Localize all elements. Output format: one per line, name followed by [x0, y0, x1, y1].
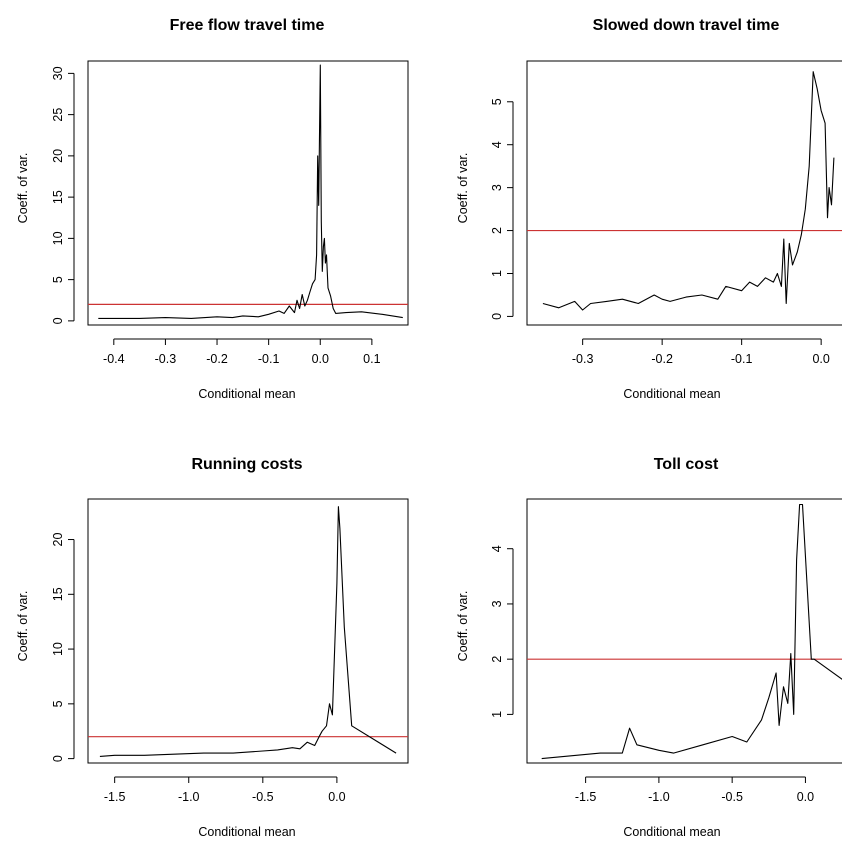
y-tick-label: 5 [490, 98, 504, 105]
panel-title: Free flow travel time [170, 17, 325, 34]
panel-free-flow-travel-time: Free flow travel time Conditional mean C… [16, 17, 409, 401]
plot-box [87, 60, 409, 326]
plot-marks: -1.5 -1.0 -0.5 0.0 1 2 3 4 [490, 503, 842, 804]
y-tick-label: 3 [490, 600, 504, 607]
y-tick-label: 15 [51, 587, 65, 601]
x-tick-label: -1.5 [575, 790, 597, 804]
y-tick-label: 20 [51, 149, 65, 163]
y-tick-label: 0 [51, 317, 65, 324]
x-tick-label: -0.1 [731, 352, 753, 366]
y-tick-label: 15 [51, 190, 65, 204]
x-axis-label: Conditional mean [198, 825, 295, 839]
panel-title: Toll cost [654, 456, 719, 473]
y-tick-label: 10 [51, 231, 65, 245]
y-axis-label: Coeff. of var. [456, 153, 470, 224]
y-tick-label: 10 [51, 642, 65, 656]
x-tick-label: -1.0 [648, 790, 670, 804]
x-tick-label: -0.2 [651, 352, 673, 366]
plot-marks: -0.3 -0.2 -0.1 0.0 0 1 2 3 4 5 [490, 71, 842, 366]
plot-box [526, 498, 842, 764]
panel-slowed-down-travel-time: Slowed down travel time Conditional mean… [456, 17, 842, 401]
x-tick-label: 0.0 [312, 352, 329, 366]
y-tick-label: 5 [51, 700, 65, 707]
series-line [99, 506, 397, 757]
y-tick-label: 5 [51, 276, 65, 283]
y-tick-label: 25 [51, 108, 65, 122]
y-axis-label: Coeff. of var. [456, 591, 470, 662]
panel-running-costs: Running costs Conditional mean Coeff. of… [16, 456, 409, 839]
x-tick-label: -0.4 [103, 352, 125, 366]
x-tick-label: 0.0 [812, 352, 829, 366]
x-tick-label: -0.2 [206, 352, 228, 366]
y-tick-label: 30 [51, 66, 65, 80]
panel-title: Slowed down travel time [593, 17, 780, 34]
y-tick-label: 4 [490, 141, 504, 148]
x-tick-label: -0.1 [258, 352, 280, 366]
y-tick-label: 0 [490, 313, 504, 320]
panel-toll-cost: Toll cost Conditional mean Coeff. of var… [456, 456, 842, 839]
y-tick-label: 0 [51, 755, 65, 762]
x-axis-label: Conditional mean [198, 387, 295, 401]
series-line [541, 503, 842, 760]
x-tick-label: -0.5 [252, 790, 274, 804]
x-tick-label: -0.3 [572, 352, 594, 366]
y-tick-label: 1 [490, 270, 504, 277]
x-axis-label: Conditional mean [623, 387, 720, 401]
x-tick-label: -1.0 [178, 790, 200, 804]
plot-marks: -0.4 -0.3 -0.2 -0.1 0.0 0.1 0 5 10 15 20 25 30 [51, 64, 408, 366]
y-tick-label: 2 [490, 656, 504, 663]
plot-box [87, 498, 409, 764]
y-tick-label: 2 [490, 227, 504, 234]
plot-box [526, 60, 842, 326]
x-tick-label: -1.5 [104, 790, 126, 804]
x-tick-label: 0.1 [363, 352, 380, 366]
series-line [98, 64, 403, 319]
y-axis-label: Coeff. of var. [16, 153, 30, 224]
y-tick-label: 4 [490, 545, 504, 552]
plot-marks: -1.5 -1.0 -0.5 0.0 0 5 10 15 20 [51, 506, 408, 804]
y-tick-label: 3 [490, 184, 504, 191]
x-tick-label: 0.0 [797, 790, 814, 804]
x-tick-label: -0.5 [721, 790, 743, 804]
x-tick-label: 0.0 [328, 790, 345, 804]
x-axis-label: Conditional mean [623, 825, 720, 839]
y-tick-label: 20 [51, 533, 65, 547]
panel-title: Running costs [191, 456, 302, 473]
y-axis-label: Coeff. of var. [16, 591, 30, 662]
x-tick-label: -0.3 [155, 352, 177, 366]
y-tick-label: 1 [490, 711, 504, 718]
series-line [542, 71, 835, 311]
